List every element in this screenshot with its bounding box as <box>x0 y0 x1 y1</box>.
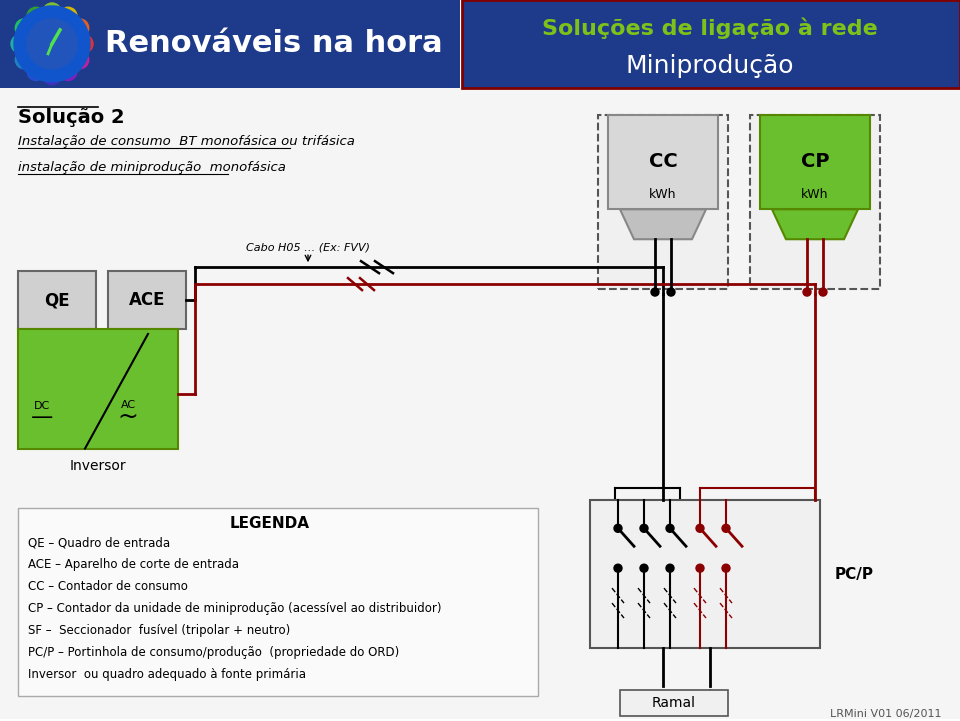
Circle shape <box>59 7 77 25</box>
Circle shape <box>43 3 61 21</box>
FancyBboxPatch shape <box>0 88 960 719</box>
Text: kWh: kWh <box>802 188 828 201</box>
Circle shape <box>71 51 88 68</box>
Text: PC/P – Portinhola de consumo/produção  (propriedade do ORD): PC/P – Portinhola de consumo/produção (p… <box>28 646 399 659</box>
Circle shape <box>75 35 93 53</box>
FancyBboxPatch shape <box>608 115 718 209</box>
Circle shape <box>27 63 45 81</box>
Text: CP: CP <box>801 152 829 171</box>
Circle shape <box>803 288 811 296</box>
Circle shape <box>640 565 648 572</box>
Circle shape <box>722 565 730 572</box>
Text: Solução 2: Solução 2 <box>18 107 125 127</box>
Circle shape <box>11 35 29 53</box>
Text: QE: QE <box>44 291 70 309</box>
Text: Cabo H05 … (Ex: FVV): Cabo H05 … (Ex: FVV) <box>246 242 370 252</box>
Text: ACE – Aparelho de corte de entrada: ACE – Aparelho de corte de entrada <box>28 558 239 571</box>
Circle shape <box>667 288 675 296</box>
Text: CC: CC <box>649 152 678 171</box>
Text: LEGENDA: LEGENDA <box>230 516 310 531</box>
Text: kWh: kWh <box>649 188 677 201</box>
Circle shape <box>614 524 622 532</box>
Text: QE – Quadro de entrada: QE – Quadro de entrada <box>28 536 170 549</box>
Circle shape <box>696 565 704 572</box>
Polygon shape <box>620 209 706 239</box>
FancyBboxPatch shape <box>18 329 178 448</box>
FancyBboxPatch shape <box>598 115 728 289</box>
Circle shape <box>27 19 77 68</box>
Circle shape <box>666 524 674 532</box>
Circle shape <box>15 51 34 68</box>
FancyBboxPatch shape <box>462 0 960 88</box>
Circle shape <box>71 19 88 37</box>
Circle shape <box>14 6 90 81</box>
FancyBboxPatch shape <box>18 271 96 329</box>
Text: SF –  Seccionador  fusível (tripolar + neutro): SF – Seccionador fusível (tripolar + neu… <box>28 624 290 637</box>
Text: ~: ~ <box>117 404 138 429</box>
Circle shape <box>15 19 34 37</box>
Circle shape <box>640 524 648 532</box>
FancyBboxPatch shape <box>760 115 870 209</box>
Text: CC – Contador de consumo: CC – Contador de consumo <box>28 580 188 593</box>
Circle shape <box>722 524 730 532</box>
FancyBboxPatch shape <box>0 0 460 88</box>
FancyBboxPatch shape <box>108 271 186 329</box>
Text: Ramal: Ramal <box>652 696 696 709</box>
FancyBboxPatch shape <box>18 508 538 696</box>
Text: AC: AC <box>120 399 135 410</box>
Text: LRMini V01 06/2011: LRMini V01 06/2011 <box>830 709 942 719</box>
FancyBboxPatch shape <box>750 115 880 289</box>
Text: PC/P: PC/P <box>835 567 874 582</box>
Circle shape <box>27 7 45 25</box>
Text: Inversor: Inversor <box>70 459 127 472</box>
Circle shape <box>819 288 827 296</box>
Text: —: — <box>31 407 53 427</box>
Text: DC: DC <box>34 401 50 411</box>
Polygon shape <box>772 209 858 239</box>
FancyBboxPatch shape <box>590 500 820 648</box>
Text: Soluções de ligação à rede: Soluções de ligação à rede <box>542 17 877 39</box>
Text: instalação de miniprodução  monofásica: instalação de miniprodução monofásica <box>18 162 286 174</box>
Circle shape <box>59 63 77 81</box>
Circle shape <box>696 524 704 532</box>
Circle shape <box>666 565 674 572</box>
Circle shape <box>43 67 61 85</box>
Text: Miniprodução: Miniprodução <box>626 54 794 78</box>
Text: Instalação de consumo  BT monofásica ou trifásica: Instalação de consumo BT monofásica ou t… <box>18 135 355 148</box>
Text: Inversor  ou quadro adequado à fonte primária: Inversor ou quadro adequado à fonte prim… <box>28 668 306 681</box>
Text: Renováveis na hora: Renováveis na hora <box>105 30 443 58</box>
FancyBboxPatch shape <box>620 690 728 716</box>
Circle shape <box>614 565 622 572</box>
Text: CP – Contador da unidade de miniprodução (acessível ao distribuidor): CP – Contador da unidade de miniprodução… <box>28 602 442 615</box>
Text: ACE: ACE <box>129 291 165 309</box>
Circle shape <box>651 288 659 296</box>
